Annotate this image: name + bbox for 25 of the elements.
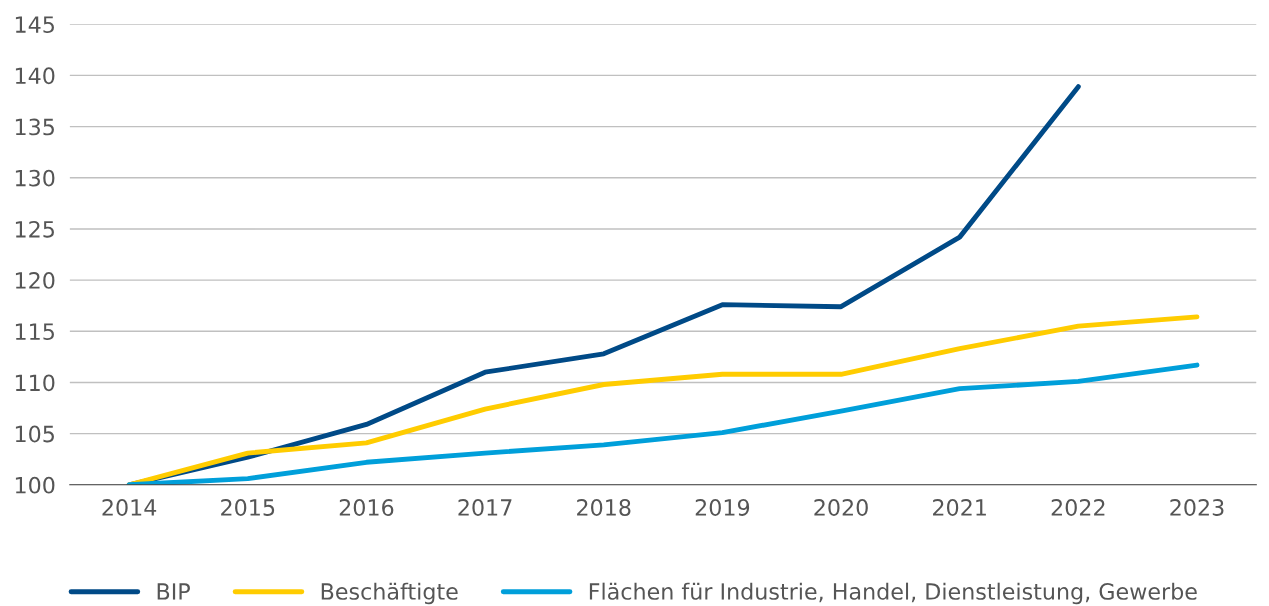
y-tick-label: 120: [15, 272, 55, 289]
x-tick-label: 2019: [695, 499, 750, 516]
x-tick-label: 2016: [339, 499, 394, 516]
y-tick-label: 145: [15, 16, 54, 33]
y-tick-label: 140: [15, 67, 55, 85]
x-tick-label: 2017: [458, 499, 512, 516]
x-tick-label: 2023: [1170, 499, 1224, 516]
y-tick-label: 130: [15, 169, 55, 187]
x-tick-label: 2022: [1051, 499, 1105, 516]
line-series: [126, 314, 1200, 485]
x-tick-label: 2021: [933, 499, 986, 516]
legend-label: Flächen für Industrie, Handel, Dienstleistung, Gewerbe: [589, 582, 1197, 605]
y-tick-label: 105: [15, 425, 54, 443]
x-tick-label: 2015: [221, 499, 275, 516]
y-tick-label: 135: [15, 118, 54, 136]
y-tick-label: 110: [15, 374, 55, 392]
y-tick-label: 100: [15, 476, 55, 494]
x-tick-label: 2020: [814, 499, 868, 516]
y-tick-label: 125: [15, 220, 54, 238]
line-series: [126, 362, 1200, 485]
legend-label: BIP: [157, 583, 190, 600]
legend-label: Beschäftigte: [321, 582, 458, 605]
x-tick-label: 2018: [577, 499, 631, 516]
x-tick-label: 2014: [102, 499, 157, 516]
y-tick-label: 115: [15, 323, 54, 341]
